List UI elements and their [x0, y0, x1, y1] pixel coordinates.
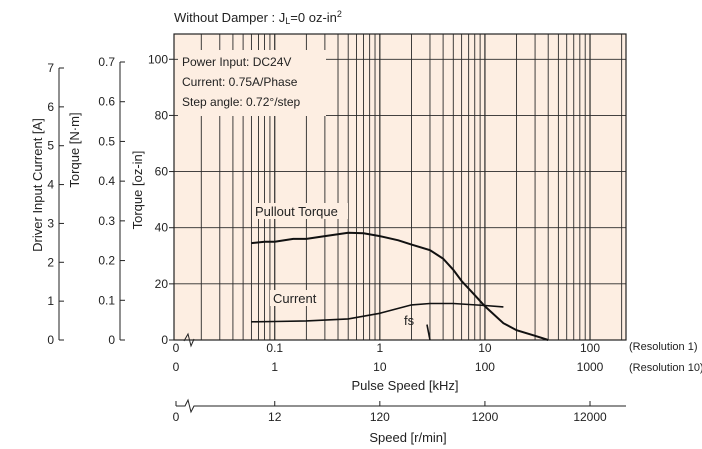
annotation-power: Power Input: DC24V [182, 55, 291, 69]
speed-tick-zero: 0 [173, 410, 180, 424]
chart-title: Without Damper : JL=0 oz-in2 [174, 9, 342, 26]
nm-axis-tick-label: 0.4 [98, 174, 115, 188]
res1-tick-label: 0.1 [266, 341, 283, 355]
y-label-current: Driver Input Current [A] [30, 118, 45, 252]
speed-axis-line [176, 398, 626, 414]
pullout-torque-label: Pullout Torque [255, 204, 338, 219]
annotation-current: Current: 0.75A/Phase [182, 75, 298, 89]
nm-axis-tick-label: 0.3 [98, 214, 115, 228]
current-line [251, 302, 504, 323]
current-axis-tick-label: 7 [47, 61, 54, 75]
speed-tick-label: 12000 [573, 410, 607, 424]
pullout-torque-line [251, 231, 549, 341]
nm-axis-tick-label: 0.6 [98, 95, 115, 109]
current-label: Current [273, 291, 317, 306]
y-axis-current: 0 1 2 3 4 5 6 7 [47, 61, 64, 347]
res1-tick-label: 10 [478, 341, 492, 355]
oz-tick-label: 60 [155, 165, 169, 179]
res1-tick-label: 1 [376, 341, 383, 355]
current-label-bg [270, 290, 322, 306]
nm-axis-tick-label: 0.2 [98, 254, 115, 268]
current-axis-tick-label: 4 [47, 178, 54, 192]
y-label-nm: Torque [N·m] [67, 112, 82, 187]
res10-tick-label: 100 [475, 360, 495, 374]
annotation-box [178, 50, 326, 116]
oz-tick-label: 0 [161, 333, 168, 347]
res1-tick-zero: 0 [173, 341, 180, 355]
resolution-10-label: (Resolution 10) [629, 362, 702, 374]
oz-tick-label: 40 [155, 221, 169, 235]
fs-marker-line [426, 324, 431, 341]
current-axis-tick-label: 0 [47, 333, 54, 347]
y-axis-oz-in: 0 20 40 60 80 100 [148, 52, 174, 347]
res10-tick-zero: 0 [173, 360, 180, 374]
x-label-pulse-speed: Pulse Speed [kHz] [352, 378, 459, 393]
res10-tick-label: 1000 [577, 360, 604, 374]
nm-axis-tick-label: 0.7 [98, 55, 115, 69]
oz-tick-label: 80 [155, 108, 169, 122]
res1-tick-label: 100 [580, 341, 600, 355]
nm-axis-tick-label: 0.1 [98, 293, 115, 307]
x-break-mark [183, 332, 195, 348]
plot-frame [173, 33, 627, 341]
current-axis-tick-label: 5 [47, 139, 54, 153]
speed-tick-label: 12 [268, 410, 282, 424]
resolution-1-label: (Resolution 1) [629, 341, 697, 353]
pullout-label-bg [252, 203, 348, 219]
fs-label: fs [404, 313, 415, 328]
nm-axis-tick-label: 0.5 [98, 134, 115, 148]
current-axis-tick-label: 3 [47, 216, 54, 230]
oz-tick-label: 100 [148, 52, 168, 66]
y-label-oz-in: Torque [oz-in] [130, 151, 145, 230]
current-axis-tick-label: 6 [47, 100, 54, 114]
speed-tick-label: 120 [370, 410, 390, 424]
current-axis-tick-label: 1 [47, 294, 54, 308]
y-axis-nm: 0 0.1 0.2 0.3 0.4 0.5 0.6 0.7 [98, 55, 125, 347]
speed-tick-label: 1200 [472, 410, 499, 424]
res10-tick-label: 10 [373, 360, 387, 374]
annotation-step-angle: Step angle: 0.72°/step [182, 95, 301, 109]
res10-tick-label: 1 [271, 360, 278, 374]
x-label-speed: Speed [r/min] [369, 430, 446, 445]
current-axis-tick-label: 2 [47, 255, 54, 269]
nm-axis-tick-label: 0 [108, 333, 115, 347]
oz-tick-label: 20 [155, 277, 169, 291]
